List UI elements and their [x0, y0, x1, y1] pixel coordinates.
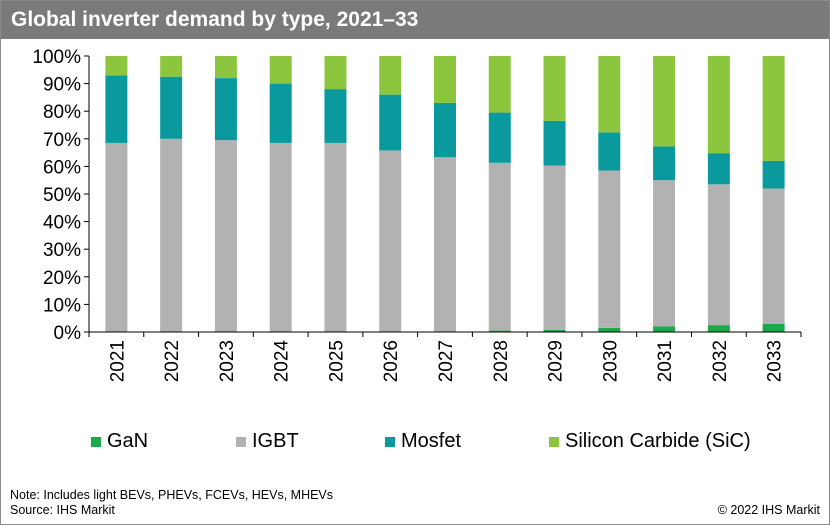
bar-segment-silicon-carbide-sic-2029 [543, 56, 566, 121]
y-tick-label: 0% [54, 323, 82, 344]
x-tick-label: 2023 [217, 340, 238, 382]
bars-group [105, 56, 785, 332]
bar-segment-mosfet-2026 [379, 94, 402, 151]
footnote: Note: Includes light BEVs, PHEVs, FCEVs,… [10, 488, 333, 518]
bar-segment-gan-2028 [488, 330, 511, 332]
legend-swatch-mosfet [385, 436, 395, 447]
x-tick-label: 2025 [326, 340, 347, 382]
bar-segment-silicon-carbide-sic-2033 [762, 56, 785, 161]
copyright-text: © 2022 IHS Markit [717, 503, 820, 517]
x-tick-label: 2021 [107, 340, 128, 382]
legend-swatch-igbt [236, 436, 246, 447]
bar-segment-igbt-2023 [214, 140, 237, 332]
bar-segment-silicon-carbide-sic-2024 [269, 56, 292, 84]
bar-segment-mosfet-2030 [598, 132, 621, 171]
y-tick-label: 20% [43, 268, 81, 289]
y-tick-label: 30% [43, 240, 81, 261]
x-tick-label: 2022 [162, 340, 183, 382]
bar-segment-silicon-carbide-sic-2028 [488, 56, 511, 113]
y-tick-label: 70% [43, 130, 81, 151]
x-tick-label: 2032 [710, 340, 731, 382]
y-tick-label: 10% [43, 295, 81, 316]
legend-item-sic: Silicon Carbide (SiC) [549, 430, 751, 453]
legend-item-mosfet: Mosfet [385, 430, 461, 453]
legend-label-igbt: IGBT [252, 430, 299, 452]
bar-segment-gan-2030 [598, 327, 621, 332]
bar-segment-igbt-2026 [379, 150, 402, 332]
bar-segment-mosfet-2021 [105, 75, 128, 143]
bar-segment-mosfet-2024 [269, 83, 292, 143]
bar-segment-mosfet-2028 [488, 112, 511, 163]
stacked-bar-chart: 0%10%20%30%40%50%60%70%80%90%100% 2021 20… [32, 47, 802, 383]
bar-segment-gan-2033 [762, 323, 785, 332]
bar-segment-silicon-carbide-sic-2030 [598, 56, 621, 133]
bar-segment-mosfet-2033 [762, 160, 785, 189]
legend-label-gan: GaN [107, 430, 149, 452]
y-tick-label: 80% [43, 102, 81, 123]
y-tick-label: 50% [43, 185, 81, 206]
bar-segment-mosfet-2027 [434, 102, 456, 158]
legend-label-sic: Silicon Carbide (SiC) [565, 430, 751, 452]
bar-segment-mosfet-2022 [160, 76, 183, 139]
bar-segment-igbt-2022 [160, 138, 183, 332]
bar-segment-mosfet-2023 [214, 78, 237, 141]
bar-segment-gan-2029 [543, 329, 566, 332]
bar-segment-mosfet-2029 [543, 120, 566, 166]
legend-item-gan: GaN [91, 430, 148, 453]
bar-segment-mosfet-2025 [324, 89, 347, 143]
legend: GaN IGBT Mosfet Silicon Carbide (SiC) [1, 430, 829, 454]
bar-segment-mosfet-2032 [707, 153, 730, 185]
bar-segment-silicon-carbide-sic-2023 [214, 56, 237, 79]
bar-segment-igbt-2028 [488, 162, 511, 331]
bar-segment-igbt-2033 [762, 188, 785, 324]
legend-swatch-sic [549, 436, 559, 447]
bar-segment-igbt-2027 [434, 157, 456, 332]
source-text: Source: IHS Markit [10, 503, 115, 517]
x-tick-label: 2024 [272, 340, 293, 383]
bar-segment-mosfet-2031 [653, 146, 676, 181]
note-text: Note: Includes light BEVs, PHEVs, FCEVs,… [10, 488, 334, 502]
bar-segment-igbt-2032 [707, 184, 730, 326]
bar-segment-silicon-carbide-sic-2026 [379, 56, 402, 95]
bar-segment-silicon-carbide-sic-2021 [105, 56, 128, 76]
bar-segment-silicon-carbide-sic-2025 [324, 56, 347, 90]
x-tick-label: 2026 [381, 340, 402, 382]
y-tick-label: 60% [43, 157, 81, 178]
legend-label-mosfet: Mosfet [401, 430, 462, 452]
x-tick-label: 2030 [600, 340, 621, 382]
title-bar: Global inverter demand by type, 2021–33 [1, 1, 829, 39]
bar-segment-igbt-2030 [598, 170, 621, 328]
y-axis: 0% 10% 20% 30% 40% 50% 60% 70% 80% 90% 100% [32, 47, 90, 344]
x-tick-label: 2031 [655, 340, 676, 382]
x-tick-label: 2028 [491, 340, 512, 382]
bar-segment-igbt-2025 [324, 142, 347, 332]
bar-segment-silicon-carbide-sic-2022 [160, 56, 183, 77]
bar-segment-silicon-carbide-sic-2031 [653, 56, 676, 147]
bar-segment-igbt-2031 [653, 180, 676, 327]
y-tick-label: 90% [43, 75, 81, 96]
y-tick-label: 40% [43, 213, 81, 234]
legend-swatch-gan [91, 436, 101, 447]
bar-segment-igbt-2029 [543, 165, 566, 330]
legend-item-igbt: IGBT [236, 430, 299, 453]
bar-segment-igbt-2021 [105, 142, 128, 332]
x-tick-label: 2033 [765, 340, 786, 382]
x-tick-label: 2027 [436, 340, 457, 382]
chart-title: Global inverter demand by type, 2021–33 [11, 8, 419, 31]
bar-segment-gan-2031 [653, 326, 676, 332]
bar-segment-silicon-carbide-sic-2027 [434, 56, 456, 103]
y-tick-label: 100% [32, 47, 81, 68]
x-axis: 2021 2022 2023 2024 2025 2026 2027 2028 2029 2030… [88, 331, 802, 383]
bar-segment-gan-2032 [707, 325, 730, 332]
bar-segment-igbt-2024 [269, 142, 292, 332]
x-tick-label: 2029 [546, 340, 567, 382]
bar-segment-silicon-carbide-sic-2032 [707, 56, 730, 154]
